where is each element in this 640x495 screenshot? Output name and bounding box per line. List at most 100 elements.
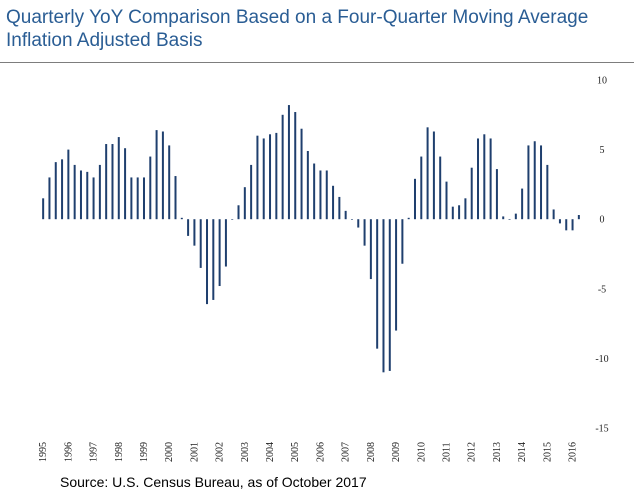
bar	[313, 163, 316, 220]
bar	[73, 164, 76, 220]
bar	[439, 156, 442, 220]
x-tick-label: 2016	[568, 442, 579, 462]
bar	[168, 145, 171, 220]
bar	[174, 176, 177, 220]
bar	[187, 219, 190, 236]
x-axis-ticks: 1995 1996 1997 1998 1999 2000 2001 2002 2003 2004…	[38, 442, 578, 462]
bar	[199, 219, 202, 268]
bar	[344, 210, 347, 220]
bar-series	[42, 105, 580, 373]
bar	[464, 198, 467, 220]
bar	[98, 164, 101, 220]
bar	[395, 219, 398, 331]
bar	[477, 138, 480, 220]
x-tick-label: 2004	[265, 442, 276, 462]
bar	[540, 145, 543, 220]
bar	[262, 138, 265, 220]
y-tick-label: 10	[597, 76, 607, 87]
bar	[54, 162, 57, 220]
x-tick-label: 2010	[416, 442, 427, 462]
y-tick-label: 0	[600, 215, 605, 226]
x-tick-label: 2005	[290, 442, 301, 462]
bar	[237, 205, 240, 220]
bar	[558, 219, 561, 224]
bar	[111, 144, 114, 220]
bar	[338, 196, 341, 220]
y-tick-label: -15	[595, 424, 608, 435]
bar	[224, 219, 227, 267]
title-line-2: Inflation Adjusted Basis	[6, 30, 203, 51]
bar	[388, 219, 391, 371]
bar	[577, 215, 580, 220]
x-tick-label: 2015	[542, 442, 553, 462]
bar	[363, 219, 366, 246]
bar	[407, 217, 410, 220]
bar	[250, 164, 253, 220]
bar	[294, 112, 297, 220]
bar	[105, 144, 108, 220]
bar	[136, 177, 139, 220]
bar	[319, 170, 322, 220]
bar	[483, 134, 486, 220]
bar	[350, 219, 353, 220]
x-tick-label: 2000	[164, 442, 175, 462]
bar	[61, 159, 64, 220]
bar	[42, 198, 45, 220]
bar	[180, 217, 183, 220]
bar	[243, 187, 246, 220]
title-line-1: Quarterly YoY Comparison Based on a Four…	[6, 7, 589, 28]
bar	[514, 213, 517, 220]
bar	[269, 134, 272, 220]
bar	[79, 170, 82, 220]
bar	[67, 149, 70, 220]
bar	[420, 156, 423, 220]
bar	[92, 177, 95, 220]
bar	[502, 216, 505, 220]
x-tick-label: 2011	[442, 442, 453, 462]
bar	[489, 138, 492, 220]
bar	[552, 209, 555, 220]
bar	[332, 185, 335, 220]
bar	[124, 148, 127, 220]
bar	[206, 219, 209, 305]
bar	[432, 131, 435, 220]
bar	[325, 170, 328, 220]
bar	[565, 219, 568, 231]
x-tick-label: 1999	[139, 442, 150, 462]
bar	[231, 219, 234, 220]
bar	[281, 114, 284, 220]
bar	[212, 219, 215, 300]
bar	[495, 169, 498, 220]
x-tick-label: 2001	[189, 442, 200, 462]
bar	[300, 128, 303, 220]
source-note: Source: U.S. Census Bureau, as of Octobe…	[60, 474, 367, 490]
bar	[130, 177, 133, 220]
x-tick-label: 2014	[517, 442, 528, 462]
bar	[357, 219, 360, 228]
x-tick-label: 2006	[315, 442, 326, 462]
bar	[155, 130, 158, 220]
bar	[256, 135, 259, 220]
x-tick-label: 2008	[366, 442, 377, 462]
x-tick-label: 2012	[467, 442, 478, 462]
bar	[287, 105, 290, 220]
bar	[376, 219, 379, 349]
x-tick-label: 1995	[38, 442, 49, 462]
bar	[546, 164, 549, 220]
bar	[401, 219, 404, 264]
bar	[508, 219, 511, 220]
bar	[306, 150, 309, 220]
y-tick-label: -5	[598, 284, 606, 295]
chart-title: Quarterly YoY Comparison Based on a Four…	[6, 6, 588, 52]
bar	[451, 206, 454, 220]
bar	[382, 219, 385, 373]
bar	[48, 177, 51, 220]
bar	[571, 219, 574, 231]
bar-chart: 10 5 0 -5 -10 -15 1995 1996 1997 1998 1999 2000 200…	[38, 76, 609, 463]
bar	[142, 177, 145, 220]
y-axis-ticks: 10 5 0 -5 -10 -15	[595, 76, 608, 435]
y-tick-label: 5	[600, 145, 605, 156]
x-tick-label: 2007	[341, 442, 352, 462]
bar	[369, 219, 372, 280]
x-tick-label: 2003	[240, 442, 251, 462]
